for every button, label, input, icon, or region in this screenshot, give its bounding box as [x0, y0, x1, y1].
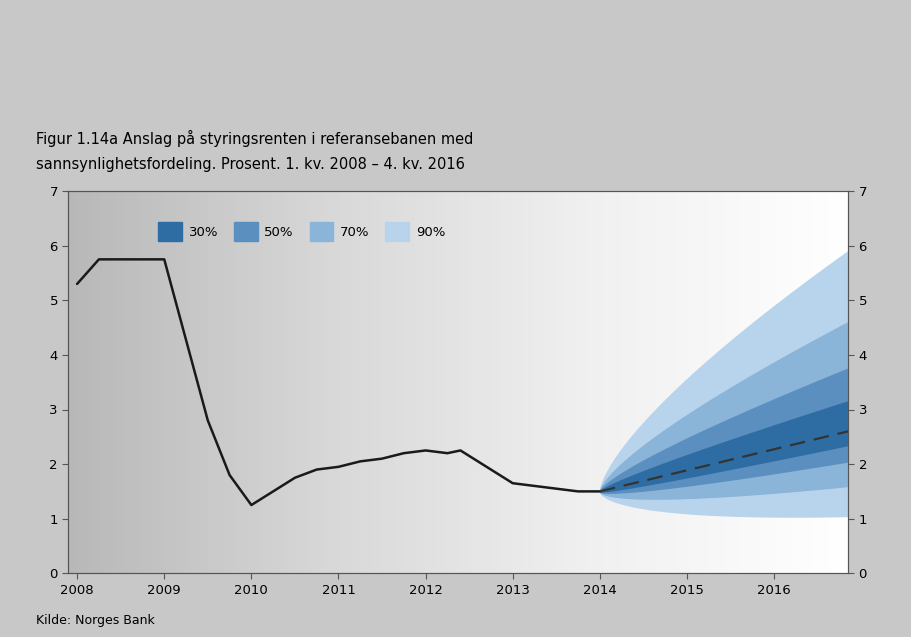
Legend: 30%, 50%, 70%, 90%: 30%, 50%, 70%, 90%	[153, 217, 450, 246]
Text: Figur 1.14a Anslag på styringsrenten i referansebanen med: Figur 1.14a Anslag på styringsrenten i r…	[36, 129, 474, 147]
Text: sannsynlighetsfordeling. Prosent. 1. kv. 2008 – 4. kv. 2016: sannsynlighetsfordeling. Prosent. 1. kv.…	[36, 157, 465, 172]
Text: Kilde: Norges Bank: Kilde: Norges Bank	[36, 615, 155, 627]
